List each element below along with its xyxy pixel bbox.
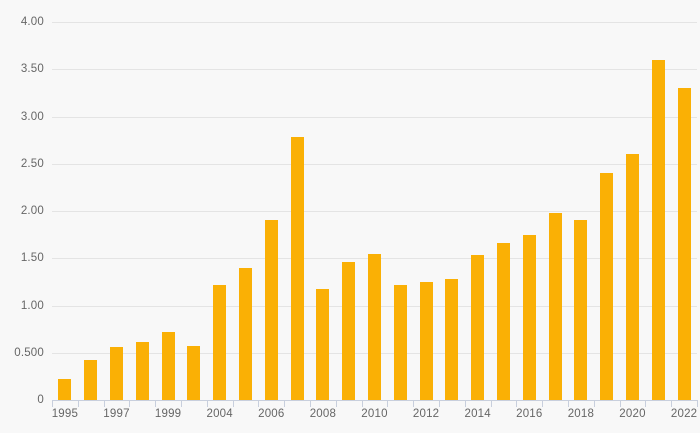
x-tick xyxy=(439,400,440,407)
x-tick xyxy=(129,400,131,407)
bar[interactable] xyxy=(419,281,433,400)
y-tick-label: 3.50 xyxy=(20,63,44,76)
gridline xyxy=(52,211,697,212)
gridline xyxy=(52,69,697,71)
gridline xyxy=(52,116,697,118)
y-tick-label: 4.00 xyxy=(20,16,44,28)
plot-area xyxy=(52,22,697,401)
bar[interactable] xyxy=(471,255,485,400)
x-tick xyxy=(593,400,595,407)
bar[interactable] xyxy=(161,331,175,400)
x-tick xyxy=(387,400,389,407)
x-tick xyxy=(516,400,518,407)
bar-series xyxy=(52,22,697,400)
y-tick-label: 0 xyxy=(37,394,44,406)
bar[interactable] xyxy=(316,289,330,400)
x-tick xyxy=(206,400,208,407)
bar[interactable] xyxy=(110,347,123,400)
y-axis: 0 0.500 1.00 1.50 2.00 2.50 3.00 3.50 4.00 xyxy=(0,16,44,406)
x-tick-label: 2012 xyxy=(412,408,440,420)
x-tick xyxy=(310,400,311,407)
x-tick xyxy=(464,400,466,407)
bar[interactable] xyxy=(58,379,72,400)
bar[interactable] xyxy=(677,88,691,400)
bar[interactable] xyxy=(239,267,252,400)
x-tick xyxy=(77,400,79,407)
y-tick-label: 0.500 xyxy=(14,346,44,359)
bar[interactable] xyxy=(264,219,278,400)
bar[interactable] xyxy=(522,234,536,400)
bar[interactable] xyxy=(135,342,149,400)
y-tick-label: 1.00 xyxy=(20,299,44,312)
x-tick xyxy=(284,400,286,407)
x-tick xyxy=(181,400,182,407)
bar[interactable] xyxy=(84,360,98,400)
x-tick-label: 2014 xyxy=(464,408,491,420)
y-tick-label: 3.00 xyxy=(20,110,44,123)
x-tick-label: 2006 xyxy=(258,408,285,420)
y-tick-label: 1.50 xyxy=(20,252,44,265)
bar[interactable] xyxy=(574,220,588,400)
y-tick-label: 2.00 xyxy=(20,205,44,217)
x-tick xyxy=(52,400,53,407)
x-tick xyxy=(103,400,105,407)
x-axis: 1995 1997 1999 2004 2006 2008 2010 2012 2014 2016… xyxy=(51,400,698,433)
x-tick xyxy=(645,400,647,407)
x-tick xyxy=(697,400,698,407)
x-tick-label: 2022 xyxy=(670,408,698,420)
x-tick xyxy=(335,400,337,407)
bar[interactable] xyxy=(213,284,227,400)
x-tick xyxy=(490,400,492,407)
x-tick-label: 2018 xyxy=(567,408,595,420)
y-tick-label: 2.50 xyxy=(20,157,44,170)
bar[interactable] xyxy=(290,137,304,400)
x-tick-label: 2016 xyxy=(516,408,543,420)
x-tick-label: 2008 xyxy=(309,408,337,420)
x-tick xyxy=(413,400,415,407)
gridline xyxy=(52,163,697,165)
bar[interactable] xyxy=(600,173,614,400)
x-tick-label: 1999 xyxy=(154,408,182,420)
x-tick xyxy=(619,400,621,407)
x-tick xyxy=(361,400,363,407)
gridline xyxy=(52,22,697,23)
x-axis-line xyxy=(52,400,697,401)
bar[interactable] xyxy=(626,154,639,400)
bar[interactable] xyxy=(497,243,510,400)
x-tick-label: 2010 xyxy=(361,408,388,420)
x-tick-label: 2004 xyxy=(206,408,233,420)
x-tick-label: 1997 xyxy=(103,408,130,420)
x-tick-label: 1995 xyxy=(51,408,79,420)
bar[interactable] xyxy=(393,284,407,400)
bar[interactable] xyxy=(187,346,201,400)
bar[interactable] xyxy=(445,279,459,400)
x-tick xyxy=(671,400,673,407)
x-tick xyxy=(232,400,234,407)
x-tick xyxy=(542,400,544,407)
bar[interactable] xyxy=(342,262,356,400)
x-tick-label: 2020 xyxy=(619,408,646,420)
bar[interactable] xyxy=(368,254,381,400)
bar[interactable] xyxy=(651,59,665,400)
x-tick xyxy=(258,400,260,407)
x-tick xyxy=(568,400,569,407)
bar[interactable] xyxy=(548,212,562,400)
x-tick xyxy=(155,400,157,407)
